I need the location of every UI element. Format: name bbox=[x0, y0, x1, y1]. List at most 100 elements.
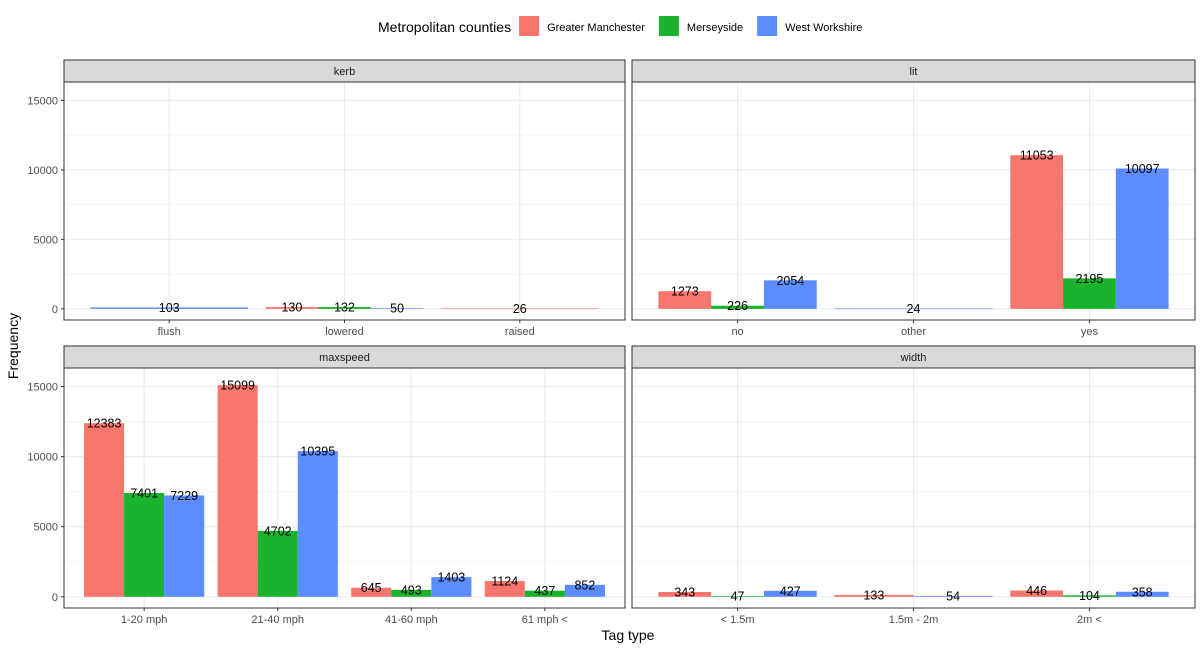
panel-title: maxspeed bbox=[319, 352, 370, 364]
x-tick-label: no bbox=[731, 326, 743, 338]
bar-width-1-5m-merseyside bbox=[711, 596, 764, 597]
bar-lit-no-merseyside bbox=[711, 305, 764, 309]
bar-value-label: 7401 bbox=[130, 487, 158, 501]
bar-value-label: 4702 bbox=[264, 524, 292, 538]
y-axis-ticks: 0 5000 10000 15000 bbox=[27, 382, 64, 604]
x-tick-label: 41-60 mph bbox=[385, 614, 438, 626]
bar-value-label: 226 bbox=[727, 299, 748, 313]
x-axis-ticks: < 1.5m 1.5m - 2m 2m < bbox=[721, 608, 1102, 626]
x-tick-label: yes bbox=[1081, 326, 1099, 338]
bar-value-label: 427 bbox=[780, 584, 801, 598]
panel-width: width 343 47 427 133 54 446 104 358 < 1.5m 1.5m - … bbox=[631, 345, 1196, 626]
panel-maxspeed: maxspeed 12383 7401 7229 15099 4702 10395 645 49… bbox=[27, 345, 626, 626]
y-tick-label: 15000 bbox=[27, 382, 58, 394]
bar-width-1-5m-2m-west-workshire bbox=[913, 596, 993, 597]
panels: kerb 103 130 132 50 26 flush lowered raised 0 5000… bbox=[27, 59, 1196, 626]
legend-item-greater-manchester: Greater Manchester bbox=[519, 16, 645, 36]
x-tick-label: 1-20 mph bbox=[121, 614, 167, 626]
y-tick-label: 15000 bbox=[27, 95, 58, 107]
bar-value-label: 645 bbox=[361, 581, 382, 595]
x-tick-label: < 1.5m bbox=[721, 614, 755, 626]
x-tick-label: 1.5m - 2m bbox=[889, 614, 939, 626]
bar-value-label: 11053 bbox=[1020, 149, 1054, 163]
gridlines bbox=[632, 82, 1195, 320]
y-tick-label: 0 bbox=[52, 304, 58, 316]
bar-kerb-lowered-west-workshire bbox=[370, 308, 424, 309]
data-labels: 103 130 132 50 26 bbox=[159, 301, 527, 316]
bar-value-label: 343 bbox=[674, 585, 695, 599]
bar-value-label: 12383 bbox=[87, 417, 122, 431]
bar-maxspeed-21-40-mph-merseyside bbox=[257, 530, 298, 597]
panel-lit: lit 1273 226 2054 24 11053 2195 10097 no other yes bbox=[631, 59, 1196, 338]
data-labels: 12383 7401 7229 15099 4702 10395 645 493 1403 112… bbox=[87, 379, 596, 599]
legend-item-merseyside: Merseyside bbox=[658, 16, 743, 36]
bars bbox=[658, 590, 1169, 597]
x-tick-label: raised bbox=[505, 326, 535, 338]
panel-kerb: kerb 103 130 132 50 26 flush lowered raised 0 5000… bbox=[27, 59, 626, 338]
bar-value-label: 24 bbox=[907, 302, 921, 316]
y-tick-label: 10000 bbox=[27, 165, 58, 177]
bar-maxspeed-1-20-mph-merseyside bbox=[124, 493, 165, 597]
bar-value-label: 446 bbox=[1026, 584, 1047, 598]
y-tick-label: 10000 bbox=[27, 452, 58, 464]
legend-label: Merseyside bbox=[687, 22, 743, 34]
legend-key-west-workshire bbox=[757, 16, 778, 36]
gridlines bbox=[632, 368, 1195, 608]
y-axis-ticks: 0 5000 10000 15000 bbox=[27, 95, 64, 316]
bar-lit-no-greater-manchester bbox=[658, 291, 712, 309]
bar-value-label: 54 bbox=[946, 590, 960, 604]
bar-maxspeed-1-20-mph-west-workshire bbox=[164, 495, 205, 597]
bar-maxspeed-21-40-mph-west-workshire bbox=[297, 451, 338, 597]
x-tick-label: other bbox=[901, 326, 926, 338]
bar-maxspeed-61-mph-greater-manchester bbox=[484, 581, 525, 597]
bar-value-label: 132 bbox=[334, 301, 355, 315]
panel-border bbox=[63, 367, 626, 609]
y-tick-label: 5000 bbox=[34, 234, 58, 246]
data-labels: 1273 226 2054 24 11053 2195 10097 bbox=[671, 149, 1160, 316]
bar-maxspeed-21-40-mph-greater-manchester bbox=[217, 385, 258, 597]
bar-value-label: 10395 bbox=[300, 445, 335, 459]
x-tick-label: 61 mph < bbox=[522, 614, 568, 626]
bar-value-label: 10097 bbox=[1125, 162, 1160, 176]
bar-maxspeed-41-60-mph-greater-manchester bbox=[351, 587, 392, 597]
legend-label: Greater Manchester bbox=[547, 22, 645, 34]
bar-kerb-flush-west-workshire bbox=[90, 307, 249, 309]
bar-value-label: 50 bbox=[390, 302, 404, 316]
x-tick-label: flush bbox=[158, 326, 181, 338]
bars bbox=[658, 155, 1169, 310]
bar-value-label: 852 bbox=[574, 578, 595, 592]
x-axis-ticks: no other yes bbox=[731, 320, 1098, 338]
bar-value-label: 103 bbox=[159, 301, 180, 315]
bar-lit-yes-west-workshire bbox=[1115, 168, 1169, 309]
bar-width-1-5m-2m-greater-manchester bbox=[834, 594, 914, 597]
legend: Metropolitan counties Greater Manchester… bbox=[378, 16, 862, 36]
bars bbox=[90, 307, 599, 310]
bar-value-label: 47 bbox=[731, 590, 745, 604]
bar-lit-no-west-workshire bbox=[763, 280, 817, 309]
bar-kerb-raised-greater-manchester bbox=[440, 308, 599, 310]
bar-width-2m-merseyside bbox=[1063, 595, 1116, 597]
bar-kerb-lowered-greater-manchester bbox=[265, 307, 319, 309]
data-labels: 343 47 427 133 54 446 104 358 bbox=[674, 584, 1152, 604]
bar-maxspeed-61-mph-west-workshire bbox=[564, 584, 605, 597]
x-axis-title: Tag type bbox=[602, 627, 655, 643]
bar-maxspeed-1-20-mph-greater-manchester bbox=[84, 423, 125, 597]
bar-value-label: 26 bbox=[513, 302, 527, 316]
x-tick-label: 2m < bbox=[1077, 614, 1102, 626]
bar-value-label: 15099 bbox=[220, 379, 255, 393]
bar-value-label: 2054 bbox=[776, 274, 804, 288]
bar-maxspeed-41-60-mph-west-workshire bbox=[431, 577, 472, 597]
bar-width-1-5m-west-workshire bbox=[763, 590, 817, 597]
x-axis-ticks: flush lowered raised bbox=[158, 320, 535, 338]
x-axis-ticks: 1-20 mph 21-40 mph 41-60 mph 61 mph < bbox=[121, 608, 568, 626]
bar-kerb-lowered-merseyside bbox=[318, 307, 371, 309]
panel-title: kerb bbox=[334, 66, 355, 78]
legend-label: West Workshire bbox=[785, 22, 862, 34]
bar-maxspeed-61-mph-merseyside bbox=[524, 590, 565, 597]
bar-width-1-5m-greater-manchester bbox=[658, 591, 712, 597]
bar-value-label: 1124 bbox=[491, 575, 518, 589]
bar-lit-yes-greater-manchester bbox=[1010, 155, 1064, 309]
bar-width-2m-west-workshire bbox=[1115, 591, 1169, 597]
panel-title: lit bbox=[910, 66, 918, 78]
